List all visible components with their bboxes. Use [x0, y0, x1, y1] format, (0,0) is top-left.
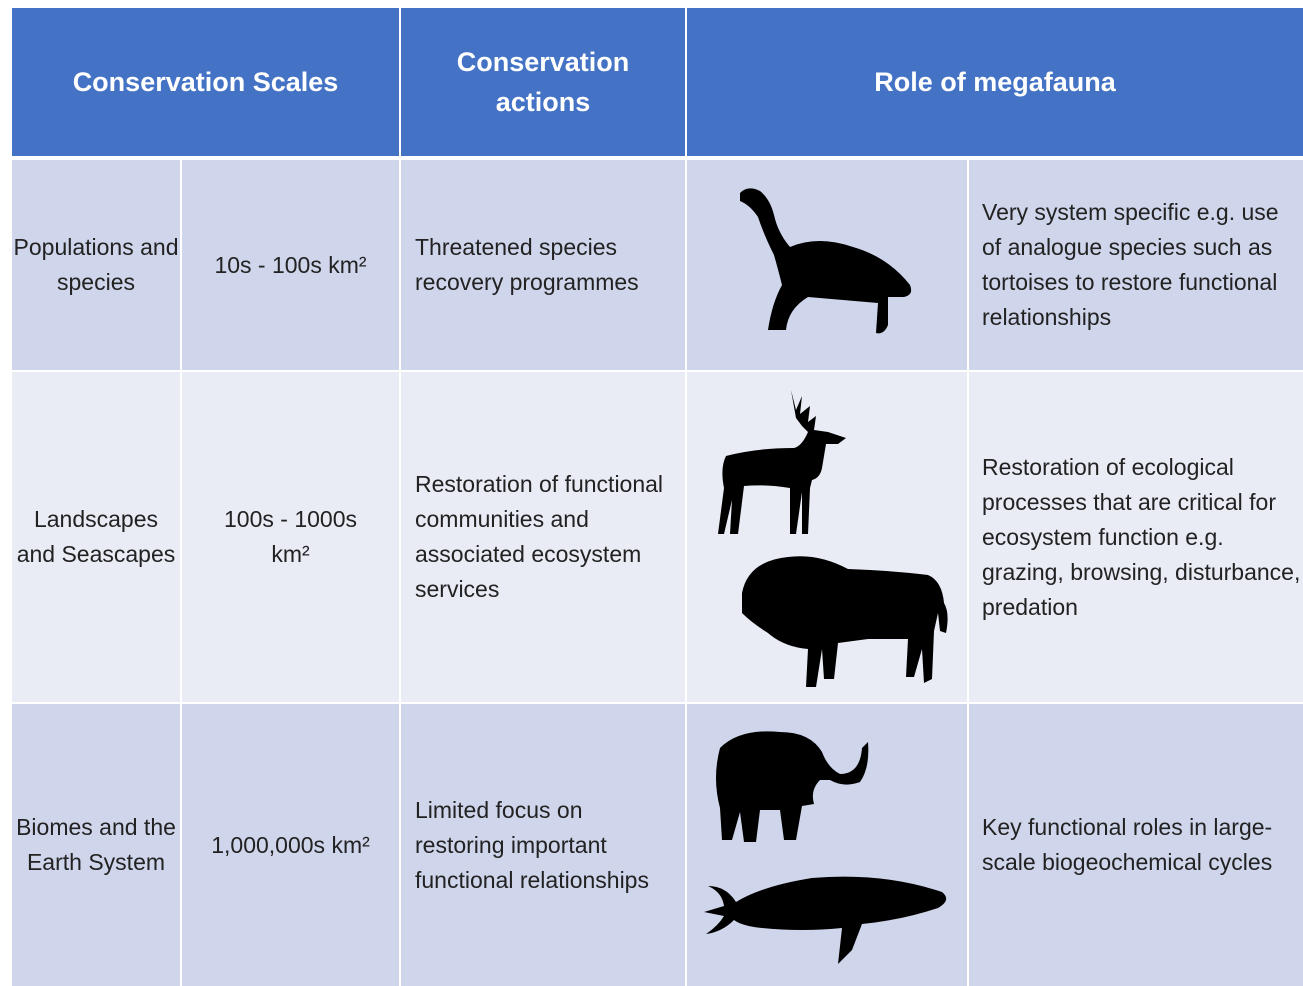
header-cell: Role of megafauna	[687, 8, 1303, 156]
tortoise-icon	[740, 188, 912, 334]
cell-text: Very system specific e.g. use of analogu…	[982, 199, 1279, 330]
cell: Key functional roles in large-scale biog…	[969, 704, 1303, 986]
cell-text: Threatened species recovery programmes	[415, 234, 639, 295]
deer-icon	[718, 390, 846, 534]
header-text: Conservation Scales	[72, 67, 339, 97]
cell: Restoration of functional communities an…	[401, 372, 685, 702]
cell: Populations and species	[12, 160, 180, 370]
header-text: Role of megafauna	[874, 67, 1116, 97]
cell-text: Populations and species	[13, 234, 179, 295]
cell: 100s - 1000s km²	[182, 372, 399, 702]
cell-text: Biomes and the Earth System	[16, 814, 176, 875]
cell: Restoration of ecological processes that…	[969, 372, 1303, 702]
cell-text: Key functional roles in large-scale biog…	[982, 814, 1273, 875]
cell-text: Limited focus on restoring important fun…	[415, 796, 649, 893]
header-text: Conservation actions	[456, 47, 630, 117]
cell: Landscapes and Seascapes	[12, 372, 180, 702]
header-cell: Conservation Scales	[12, 8, 399, 156]
cell-text: Restoration of ecological processes that…	[982, 453, 1301, 620]
cell-text: 10s - 100s km²	[214, 251, 367, 278]
cell: Limited focus on restoring important fun…	[401, 704, 685, 986]
bison-icon	[742, 556, 948, 687]
header-cell: Conservation actions	[401, 8, 685, 156]
cell-text: 100s - 1000s km²	[224, 506, 357, 567]
cell: Threatened species recovery programmes	[401, 160, 685, 370]
elephant-icon	[716, 731, 869, 842]
cell-text: Restoration of functional communities an…	[415, 471, 664, 602]
cell: Very system specific e.g. use of analogu…	[969, 160, 1303, 370]
cell: 1,000,000s km²	[182, 704, 399, 986]
cell-text: 1,000,000s km²	[211, 831, 370, 858]
whale-icon	[704, 876, 947, 964]
cell-text: Landscapes and Seascapes	[16, 506, 176, 567]
cell: Biomes and the Earth System	[12, 704, 180, 986]
cell: 10s - 100s km²	[182, 160, 399, 370]
